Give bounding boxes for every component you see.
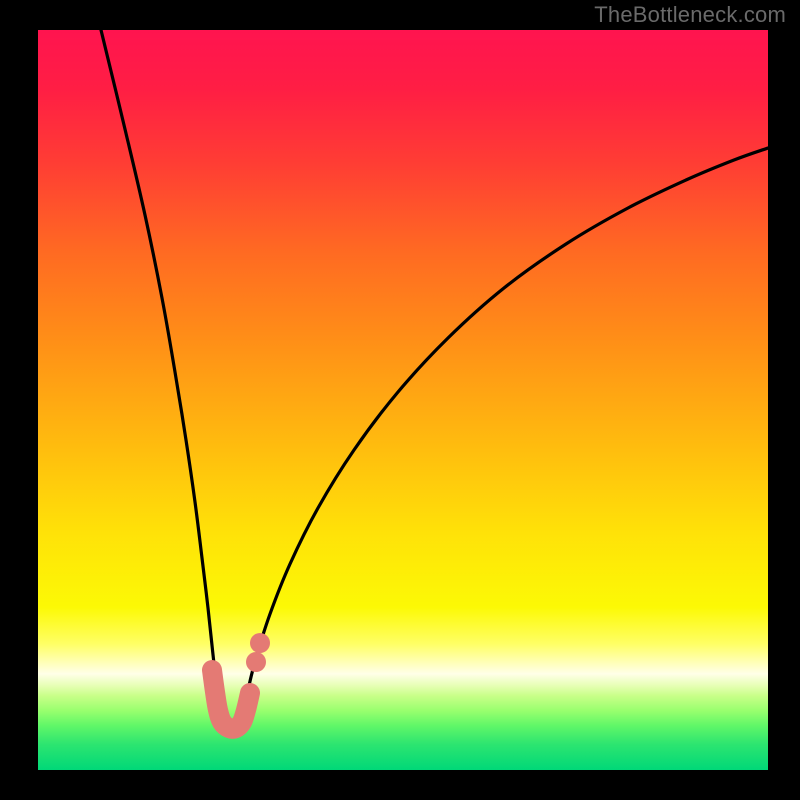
chart-stage: TheBottleneck.com (0, 0, 800, 800)
plot-background (38, 30, 768, 770)
chart-svg (0, 0, 800, 800)
valley-marker-dot-0 (246, 652, 266, 672)
valley-marker-dot-1 (250, 633, 270, 653)
watermark-text: TheBottleneck.com (594, 2, 786, 28)
